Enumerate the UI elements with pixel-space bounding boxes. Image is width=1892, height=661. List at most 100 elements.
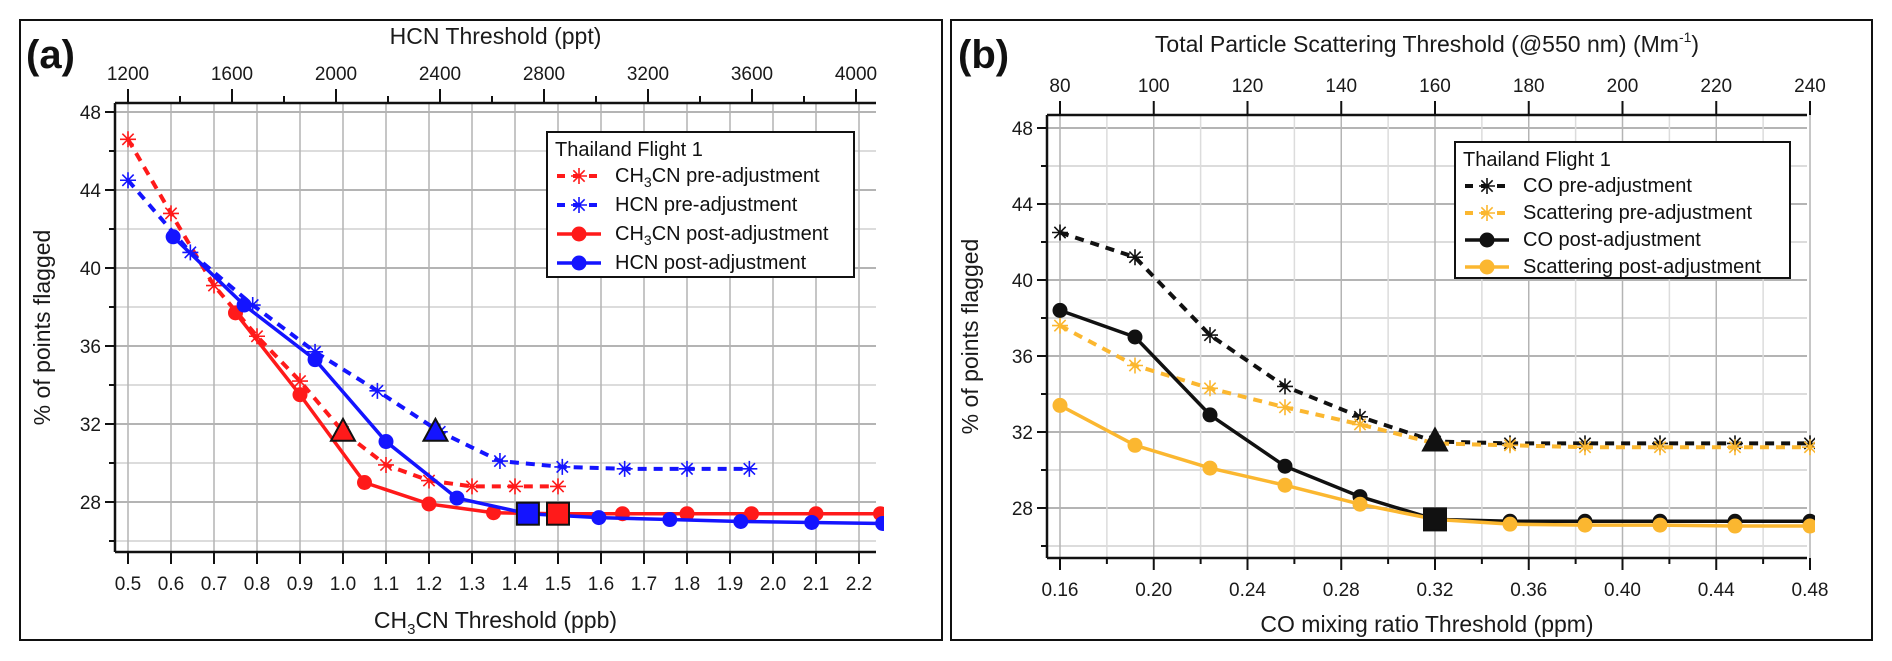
data-point — [1352, 416, 1368, 433]
legend-entry-label: CO post-adjustment — [1523, 229, 1701, 251]
square-marker — [515, 501, 540, 526]
x-tick-label: 1.8 — [674, 574, 700, 595]
series-line-hcn-post-adjustment — [171, 235, 883, 526]
panel-label: (b) — [958, 33, 1009, 77]
square-marker — [1423, 507, 1447, 532]
data-point — [1277, 458, 1293, 474]
legend-box — [546, 131, 855, 278]
y-axis-title: % of points flagged — [957, 239, 983, 435]
data-point — [464, 478, 480, 495]
data-point — [1352, 496, 1368, 512]
y-tick-label: 40 — [1012, 271, 1033, 292]
x-tick-label: 0.5 — [115, 574, 141, 595]
y-tick-label: 48 — [1012, 119, 1033, 140]
legend-marker — [1479, 259, 1495, 275]
y-tick-label: 44 — [1012, 195, 1034, 216]
x2-tick-label: 100 — [1138, 76, 1170, 97]
x2-tick-label: 200 — [1607, 76, 1639, 97]
x-tick-label: 0.44 — [1698, 580, 1735, 601]
data-point — [1202, 407, 1218, 423]
panel-b: 28 32 36 40 44 48 0.16 0.20 0.24 0.28 0.32 0.36 0.40… — [950, 19, 1873, 641]
data-point — [875, 515, 884, 531]
data-point — [357, 475, 372, 490]
x-tick-label: 2.0 — [760, 574, 786, 595]
data-point — [491, 453, 508, 470]
y-tick-label: 32 — [1012, 423, 1033, 444]
x-axis-title: CH3CN Threshold (ppb) — [374, 607, 617, 638]
series-layer — [120, 131, 884, 531]
x2-tick-label: 240 — [1794, 76, 1826, 97]
y-tick-label: 44 — [80, 181, 102, 202]
data-point — [369, 382, 386, 399]
x-tick-label: 2.1 — [803, 574, 829, 595]
data-point — [1502, 437, 1518, 454]
legend-marker — [1479, 178, 1495, 194]
legend-marker — [571, 255, 587, 271]
data-point — [1202, 380, 1218, 397]
legend-title: Thailand Flight 1 — [1463, 149, 1611, 171]
x-tick-label: 1.3 — [459, 574, 485, 595]
x2-axis-title: HCN Threshold (ppt) — [390, 23, 602, 49]
data-point — [1052, 397, 1068, 413]
data-point — [307, 352, 323, 368]
data-point — [1652, 517, 1668, 533]
data-point — [804, 514, 820, 530]
data-point — [1127, 249, 1143, 266]
x-tick-label: 1.7 — [631, 574, 657, 595]
legend-marker — [571, 168, 587, 184]
data-point — [378, 456, 394, 473]
x-tick-label: 0.6 — [158, 574, 184, 595]
data-point — [1127, 329, 1143, 345]
panel-border — [19, 19, 943, 641]
data-point — [120, 172, 136, 189]
series-layer — [1052, 224, 1815, 534]
data-point — [554, 458, 571, 475]
x2-tick-label: 2000 — [315, 64, 357, 85]
panel-label: (a) — [26, 33, 75, 77]
data-point — [662, 512, 678, 528]
x2-tick-label: 1200 — [107, 64, 149, 85]
x-tick-label: 0.9 — [287, 574, 313, 595]
x-tick-label: 0.40 — [1604, 580, 1641, 601]
legend-entry-label: HCN pre-adjustment — [615, 194, 798, 216]
x-tick-label: 0.7 — [201, 574, 227, 595]
y-tick-label: 36 — [1012, 347, 1033, 368]
x-tick-label: 1.0 — [330, 574, 356, 595]
data-point — [591, 510, 607, 526]
data-point — [679, 460, 695, 477]
x2-tick-label: 180 — [1513, 76, 1545, 97]
x-tick-label: 1.4 — [502, 574, 529, 595]
data-point — [1802, 518, 1815, 534]
x2-tick-label: 1600 — [211, 64, 253, 85]
x2-tick-label: 2400 — [419, 64, 461, 85]
y-tick-label: 48 — [80, 103, 101, 124]
x-tick-label: 0.20 — [1135, 580, 1172, 601]
x-tick-label: 1.9 — [717, 574, 743, 595]
data-point — [486, 505, 501, 521]
legend-entry-label: HCN post-adjustment — [615, 252, 807, 274]
data-point — [163, 205, 179, 222]
legend-entry-label: Scattering post-adjustment — [1523, 256, 1761, 278]
data-point — [421, 472, 437, 489]
data-point — [1577, 517, 1593, 533]
x-axis-title: CO mixing ratio Threshold (ppm) — [1260, 611, 1593, 637]
y-tick-label: 36 — [80, 337, 101, 358]
data-point — [206, 277, 222, 294]
data-point — [449, 490, 465, 506]
x-tick-label: 0.36 — [1510, 580, 1547, 601]
data-point — [1727, 439, 1743, 456]
series-line-scattering-pre-adjustment — [1059, 323, 1810, 450]
data-point — [244, 297, 261, 314]
x2-tick-label: 3200 — [627, 64, 669, 85]
x-tick-label: 0.48 — [1792, 580, 1829, 601]
data-point — [1127, 437, 1143, 453]
data-point — [165, 229, 181, 245]
data-point — [421, 496, 437, 512]
legend-marker — [1479, 232, 1495, 248]
x2-tick-label: 4000 — [835, 64, 877, 85]
x2-tick-label: 80 — [1049, 76, 1070, 97]
x-tick-label: 0.32 — [1417, 580, 1454, 601]
legend: Thailand Flight 1 CH3CN pre-adjustment HCN… — [546, 131, 855, 278]
data-point — [507, 478, 523, 495]
data-point — [741, 460, 758, 477]
